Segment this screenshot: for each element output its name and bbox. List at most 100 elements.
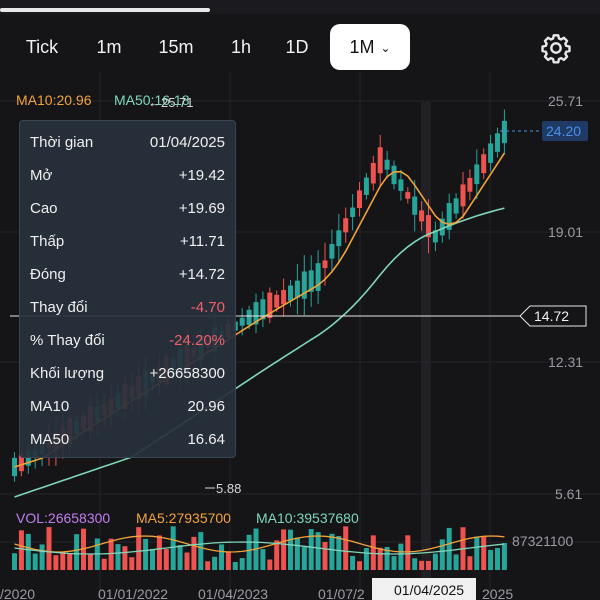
crosshair-column [421, 102, 431, 600]
price-label-2: 19.01 [548, 224, 583, 240]
volume-bar [232, 561, 238, 570]
candle-body [481, 154, 487, 174]
tab-1h[interactable]: 1h [218, 24, 264, 70]
volume-bar [432, 553, 438, 570]
candle-body [25, 450, 31, 466]
tooltip-row-open: Mở +19.42 [30, 159, 225, 192]
candle-body [357, 190, 362, 209]
volume-bar [129, 557, 135, 570]
tab-1mo-label: 1M [349, 37, 375, 57]
tooltip-value: +14.72 [178, 266, 225, 283]
candle-body [419, 210, 425, 222]
status-strip [0, 0, 600, 14]
tab-1d[interactable]: 1D [274, 24, 320, 70]
volume-max-label: 87321100 [512, 533, 573, 549]
volume-bar [474, 536, 480, 570]
candle-body [398, 179, 404, 191]
volume-bar [453, 554, 459, 570]
candle-body [370, 163, 376, 184]
candle-body [267, 292, 273, 318]
high-marker-value: 25.71 [161, 95, 194, 110]
candle-body [246, 309, 252, 325]
volume-bar [412, 558, 418, 570]
low-marker: 5.88 [216, 481, 241, 496]
tooltip-label: Khối lượng [30, 365, 105, 382]
volume-bar [143, 538, 149, 570]
crosshair-price-tag [519, 305, 587, 327]
gear-icon[interactable] [540, 32, 572, 64]
volume-bar [191, 536, 197, 570]
ma10-legend: MA10:20.96 [16, 92, 92, 108]
volume-bar [156, 535, 162, 570]
volume-bar [12, 553, 17, 570]
tooltip-label: % Thay đổi [30, 332, 105, 349]
candle-body [239, 317, 245, 326]
vol-ma10-line [14, 541, 505, 555]
date-label-2: 01/01/2022 [98, 586, 168, 600]
scroll-indicator [0, 8, 210, 12]
price-chart[interactable]: MA10:20.96 MA50:16.18 ←25.71 5.88 25.71 … [0, 72, 600, 600]
volume-bar [25, 533, 31, 570]
date-label-1: /2020 [0, 586, 35, 600]
tab-1d-label: 1D [285, 37, 309, 57]
volume-bar [60, 551, 66, 570]
tab-15m[interactable]: 15m [148, 24, 204, 70]
tab-1m[interactable]: 1m [84, 24, 134, 70]
tooltip-row-ma10: MA10 20.96 [30, 390, 225, 423]
tooltip-value: +11.71 [179, 233, 225, 250]
volume-bar [219, 544, 224, 570]
volume-bar [18, 530, 24, 570]
volume-bar [67, 553, 73, 570]
tab-tick[interactable]: Tick [12, 24, 72, 70]
volume-bar [426, 560, 431, 570]
tab-1m-label: 1m [96, 37, 122, 57]
tooltip-value: +19.42 [178, 167, 225, 184]
volume-bar [384, 546, 390, 570]
volume-bar [101, 558, 107, 570]
vol-ma5-line [14, 535, 505, 553]
volume-bar [87, 553, 93, 570]
volume-bar [350, 555, 356, 570]
volume-bar [357, 561, 362, 570]
volume-bar [343, 526, 349, 570]
candle-body [495, 133, 500, 152]
volume-bar [74, 534, 80, 570]
price-label-top: 25.71 [548, 93, 583, 109]
volume-bar [212, 556, 218, 570]
tooltip-row-low: Thấp +11.71 [30, 225, 225, 258]
candle-body [460, 184, 466, 207]
ma50-legend: MA50:16.18 [114, 92, 190, 108]
candle-body [453, 198, 459, 214]
candle-body [488, 143, 494, 163]
candle-body [281, 290, 287, 305]
volume-bar [467, 556, 473, 570]
volume-bar [39, 544, 45, 570]
tooltip-label: Mở [30, 167, 53, 184]
volume-bar [32, 553, 38, 570]
tooltip-row-high: Cao +19.69 [30, 192, 225, 225]
tooltip-value: +19.69 [178, 200, 225, 217]
candle-body [315, 263, 321, 291]
volume-bar [370, 535, 376, 570]
volume-bar [274, 540, 280, 570]
tab-1mo[interactable]: 1M ⌄ [330, 24, 410, 70]
date-label-3: 01/04/2023 [198, 586, 268, 600]
volume-bar [150, 549, 155, 570]
volume-bar [377, 547, 383, 570]
candle-body [253, 302, 259, 325]
volume-bar [53, 555, 59, 570]
volume-bar [315, 532, 321, 570]
tooltip-value: 20.96 [187, 398, 225, 415]
volume-bar [501, 543, 507, 570]
volume-bar [246, 534, 252, 570]
volume-bar [170, 526, 176, 570]
volume-bar [329, 533, 335, 570]
candle-body [405, 192, 411, 199]
volume-bar [322, 542, 328, 570]
volume-bar [115, 544, 121, 570]
volume-bar [288, 529, 293, 570]
timeframe-tabs: Tick 1m 15m 1h 1D 1M ⌄ [0, 24, 600, 72]
tooltip-label: Thay đổi [30, 299, 88, 316]
candle-body [301, 271, 307, 299]
candle-body [350, 207, 356, 217]
